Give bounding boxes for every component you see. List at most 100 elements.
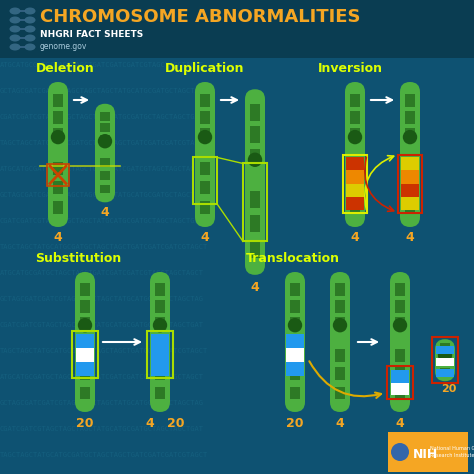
Bar <box>401 171 419 183</box>
Bar <box>401 197 419 210</box>
FancyBboxPatch shape <box>435 339 455 381</box>
Text: Deletion: Deletion <box>36 62 94 75</box>
Bar <box>155 367 165 380</box>
Bar <box>440 353 450 356</box>
Bar <box>200 162 210 175</box>
FancyBboxPatch shape <box>390 272 410 412</box>
Bar <box>53 128 63 141</box>
Text: ATGCATGCGATGCTAGCTAGCTGATCGATCGATCGTAGCTAGCTAGCT: ATGCATGCGATGCTAGCTAGCTGATCGATCGATCGTAGCT… <box>0 270 204 276</box>
Bar <box>395 283 405 296</box>
Bar <box>53 201 63 214</box>
Bar <box>405 181 415 194</box>
Bar <box>151 347 169 362</box>
FancyBboxPatch shape <box>195 82 215 227</box>
Bar <box>346 183 364 197</box>
Bar <box>155 317 165 329</box>
Bar <box>405 201 415 214</box>
Bar <box>335 300 345 312</box>
Bar <box>0 0 474 58</box>
Ellipse shape <box>25 8 36 15</box>
Text: Inversion: Inversion <box>318 62 383 75</box>
Bar <box>286 347 304 362</box>
Bar <box>395 367 405 380</box>
Text: GCTAGCGATCGATCGTAGCTAGCTAGCTATGCATGCGATGCTAGCTAG: GCTAGCGATCGATCGTAGCTAGCTAGCTATGCATGCGATG… <box>0 400 204 406</box>
Circle shape <box>403 130 417 144</box>
Text: NIH: NIH <box>413 448 438 462</box>
Text: CGATCGATCGTAGCTAGCTAGCTATGCATGCGATGCTAGCTAGCTGAT: CGATCGATCGTAGCTAGCTAGCTATGCATGCGATGCTAGC… <box>0 426 204 432</box>
Circle shape <box>98 134 112 148</box>
Bar <box>250 104 260 121</box>
Text: Translocation: Translocation <box>246 252 340 265</box>
Bar <box>440 362 450 366</box>
Bar <box>387 366 413 400</box>
Bar <box>335 349 345 362</box>
Bar <box>405 93 415 107</box>
Bar <box>80 387 90 400</box>
Text: 20: 20 <box>167 417 185 430</box>
Bar <box>350 111 360 124</box>
Bar <box>250 149 260 165</box>
Bar <box>250 216 260 232</box>
Text: GCTAGCGATCGATCGTAGCTAGCTAGCTATGCATGCGATGCTAGCTAG: GCTAGCGATCGATCGTAGCTAGCTAGCTATGCATGCGATG… <box>0 88 204 94</box>
Text: 20: 20 <box>286 417 304 430</box>
Bar <box>80 283 90 296</box>
Text: 20: 20 <box>441 384 456 394</box>
Text: CHROMOSOME ABNORMALITIES: CHROMOSOME ABNORMALITIES <box>40 8 361 26</box>
Bar <box>151 334 169 347</box>
Bar <box>100 158 110 167</box>
Text: TAGCTAGCTATGCATGCGATGCTAGCTAGCTGATCGATCGATCGTAGCT: TAGCTAGCTATGCATGCGATGCTAGCTAGCTGATCGATCG… <box>0 244 208 250</box>
Bar <box>286 362 304 375</box>
Bar <box>401 157 419 171</box>
Bar <box>200 111 210 124</box>
FancyBboxPatch shape <box>48 82 68 227</box>
Bar <box>80 367 90 380</box>
Bar <box>405 162 415 175</box>
Text: 4: 4 <box>406 231 414 244</box>
Text: 4: 4 <box>351 231 359 244</box>
FancyBboxPatch shape <box>95 104 115 202</box>
Text: GCTAGCGATCGATCGTAGCTAGCTAGCTATGCATGCGATGCTAGCTAG: GCTAGCGATCGATCGTAGCTAGCTAGCTATGCATGCGATG… <box>0 192 204 198</box>
Circle shape <box>348 130 362 144</box>
Bar <box>250 191 260 208</box>
Ellipse shape <box>9 26 20 33</box>
Bar <box>346 197 364 210</box>
Bar <box>350 128 360 141</box>
Bar <box>76 334 94 347</box>
Ellipse shape <box>25 26 36 33</box>
Text: ATGCATGCGATGCTAGCTAGCTGATCGATCGATCGTAGCTAGCTAGCT: ATGCATGCGATGCTAGCTAGCTGATCGATCGATCGTAGCT… <box>0 166 204 172</box>
Bar <box>147 331 173 378</box>
Bar <box>440 343 450 346</box>
Circle shape <box>391 443 409 461</box>
Bar <box>346 157 364 171</box>
Bar <box>290 387 300 400</box>
Bar <box>395 300 405 312</box>
Text: TAGCTAGCTATGCATGCGATGCTAGCTAGCTGATCGATCGATCGTAGCT: TAGCTAGCTATGCATGCGATGCTAGCTAGCTGATCGATCG… <box>0 140 208 146</box>
Ellipse shape <box>9 44 20 51</box>
Ellipse shape <box>25 44 36 51</box>
Bar <box>53 111 63 124</box>
Circle shape <box>198 130 212 144</box>
Bar <box>395 387 405 400</box>
Bar <box>80 349 90 362</box>
Bar <box>151 362 169 375</box>
Text: 4: 4 <box>396 417 404 430</box>
Bar <box>388 432 468 472</box>
Text: CGATCGATCGTAGCTAGCTAGCTATGCATGCGATGCTAGCTAGCTGAT: CGATCGATCGTAGCTAGCTAGCTATGCATGCGATGCTAGC… <box>0 322 204 328</box>
Bar <box>100 171 110 180</box>
Text: CGATCGATCGTAGCTAGCTAGCTATGCATGCGATGCTAGCTAGCTGAT: CGATCGATCGTAGCTAGCTAGCTATGCATGCGATGCTAGC… <box>0 218 204 224</box>
Bar <box>335 283 345 296</box>
Bar <box>350 201 360 214</box>
Ellipse shape <box>25 17 36 24</box>
Text: GCTAGCGATCGATCGTAGCTAGCTAGCTATGCATGCGATGCTAGCTAG: GCTAGCGATCGATCGTAGCTAGCTAGCTATGCATGCGATG… <box>0 296 204 302</box>
Text: National Human Genome
Research Institute: National Human Genome Research Institute <box>430 446 474 457</box>
Bar <box>250 241 260 258</box>
Bar <box>395 317 405 329</box>
Bar <box>290 317 300 329</box>
FancyBboxPatch shape <box>330 272 350 412</box>
Text: ATGCATGCGATGCTAGCTAGCTGATCGATCGATCGTAGCTAGCTAGCT: ATGCATGCGATGCTAGCTAGCTGATCGATCGATCGTAGCT… <box>0 62 204 68</box>
Bar <box>47 164 69 185</box>
Text: genome.gov: genome.gov <box>40 42 87 51</box>
FancyBboxPatch shape <box>245 89 265 275</box>
Text: ATGCATGCGATGCTAGCTAGCTGATCGATCGATCGTAGCTAGCTAGCT: ATGCATGCGATGCTAGCTAGCTGATCGATCGATCGTAGCT… <box>0 374 204 380</box>
Bar <box>436 369 454 377</box>
